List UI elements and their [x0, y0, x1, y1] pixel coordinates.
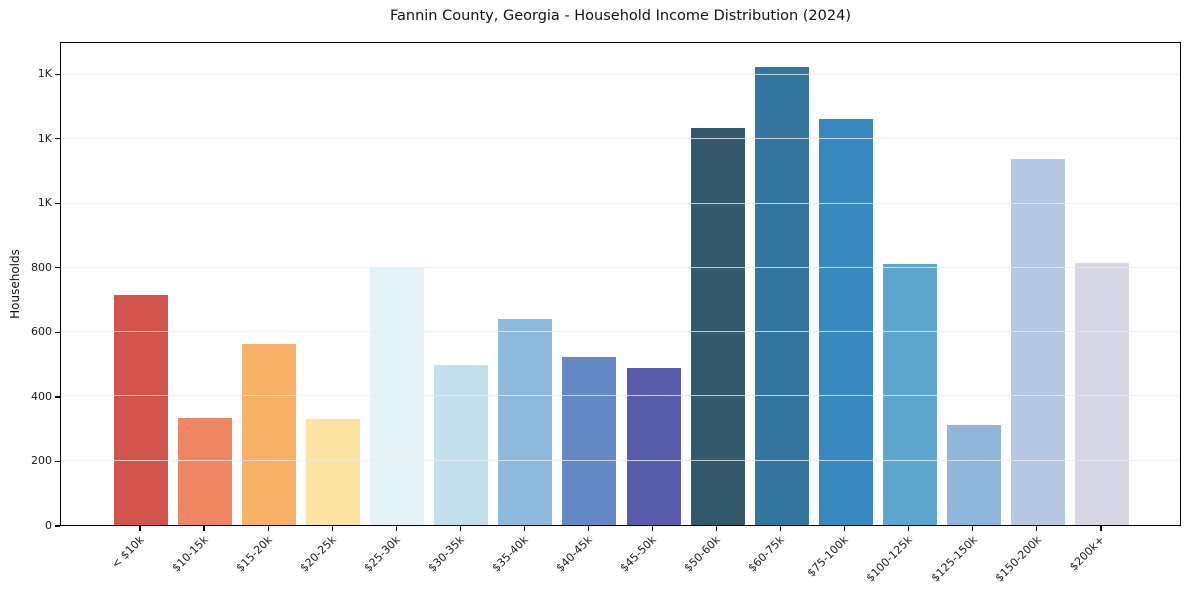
- x-tick-mark: [203, 526, 205, 531]
- y-tick-label: 200: [31, 454, 52, 468]
- x-tick-label: $200k+: [1067, 533, 1108, 574]
- chart-title: Fannin County, Georgia - Household Incom…: [390, 8, 851, 24]
- bar-layer: [61, 43, 1180, 525]
- y-tick-mark: [55, 396, 60, 398]
- x-tick-label: $20-25k: [297, 533, 339, 575]
- x-tick-label: $30-35k: [425, 533, 467, 575]
- x-tick-label: $150-200k: [992, 533, 1044, 585]
- y-tick-label: 0: [45, 519, 52, 532]
- x-tick-mark: [844, 526, 846, 531]
- y-tick-mark: [55, 267, 60, 269]
- plot-area: [60, 42, 1181, 526]
- x-tick-label: $45-50k: [617, 533, 660, 575]
- bar: [498, 319, 553, 525]
- y-tick-label: 400: [31, 389, 52, 403]
- bar: [434, 365, 489, 525]
- bar: [1074, 262, 1129, 525]
- x-tick-mark: [267, 526, 269, 531]
- x-tick-mark: [139, 526, 141, 531]
- x-tick-label: $35-40k: [489, 533, 531, 575]
- x-tick-mark: [1036, 526, 1038, 531]
- y-tick-label: 800: [31, 260, 52, 274]
- y-tick-mark: [55, 138, 60, 140]
- x-tick-mark: [1100, 526, 1102, 531]
- x-tick-mark: [395, 526, 397, 531]
- y-tick-mark: [55, 525, 60, 527]
- y-tick-mark: [55, 331, 60, 333]
- x-tick-mark: [908, 526, 910, 531]
- bar: [626, 368, 681, 525]
- bar: [1010, 158, 1065, 525]
- x-tick-mark: [587, 526, 590, 531]
- x-tick-label: $10-15k: [169, 533, 211, 575]
- x-tick-label: $100-125k: [864, 533, 916, 585]
- x-tick-mark: [459, 526, 461, 531]
- x-tick-label: $25-30k: [361, 533, 403, 575]
- bar: [882, 264, 937, 525]
- bar: [370, 266, 425, 525]
- bar: [946, 425, 1001, 525]
- x-tick-mark: [715, 526, 718, 531]
- x-tick-label: $50-60k: [681, 533, 724, 575]
- y-tick-mark: [55, 202, 60, 204]
- y-tick-label: 600: [31, 325, 52, 339]
- bar: [306, 418, 361, 525]
- y-tick-mark: [55, 73, 60, 75]
- x-tick-label: $75-100k: [804, 533, 852, 580]
- x-tick-label: $15-20k: [233, 533, 275, 575]
- bar: [242, 344, 297, 525]
- y-tick-label: 1K: [37, 131, 52, 145]
- bar: [178, 418, 233, 525]
- y-tick-mark: [55, 460, 60, 463]
- x-tick-label: $60-75k: [745, 533, 788, 575]
- x-tick-mark: [780, 526, 782, 531]
- bar: [690, 127, 745, 525]
- x-tick-label: < $10k: [108, 533, 147, 571]
- bar: [562, 356, 617, 525]
- x-tick-mark: [651, 526, 654, 531]
- bar: [754, 67, 809, 525]
- y-axis-label: Households: [8, 249, 22, 319]
- x-tick-mark: [331, 526, 333, 531]
- y-tick-label: 1K: [37, 67, 52, 81]
- bar: [114, 295, 169, 525]
- x-tick-mark: [972, 526, 974, 531]
- x-tick-label: $125-150k: [928, 533, 980, 585]
- x-tick-mark: [523, 526, 525, 531]
- x-tick-label: $40-45k: [553, 533, 595, 575]
- y-tick-label: 1K: [37, 196, 52, 210]
- bar: [818, 119, 873, 525]
